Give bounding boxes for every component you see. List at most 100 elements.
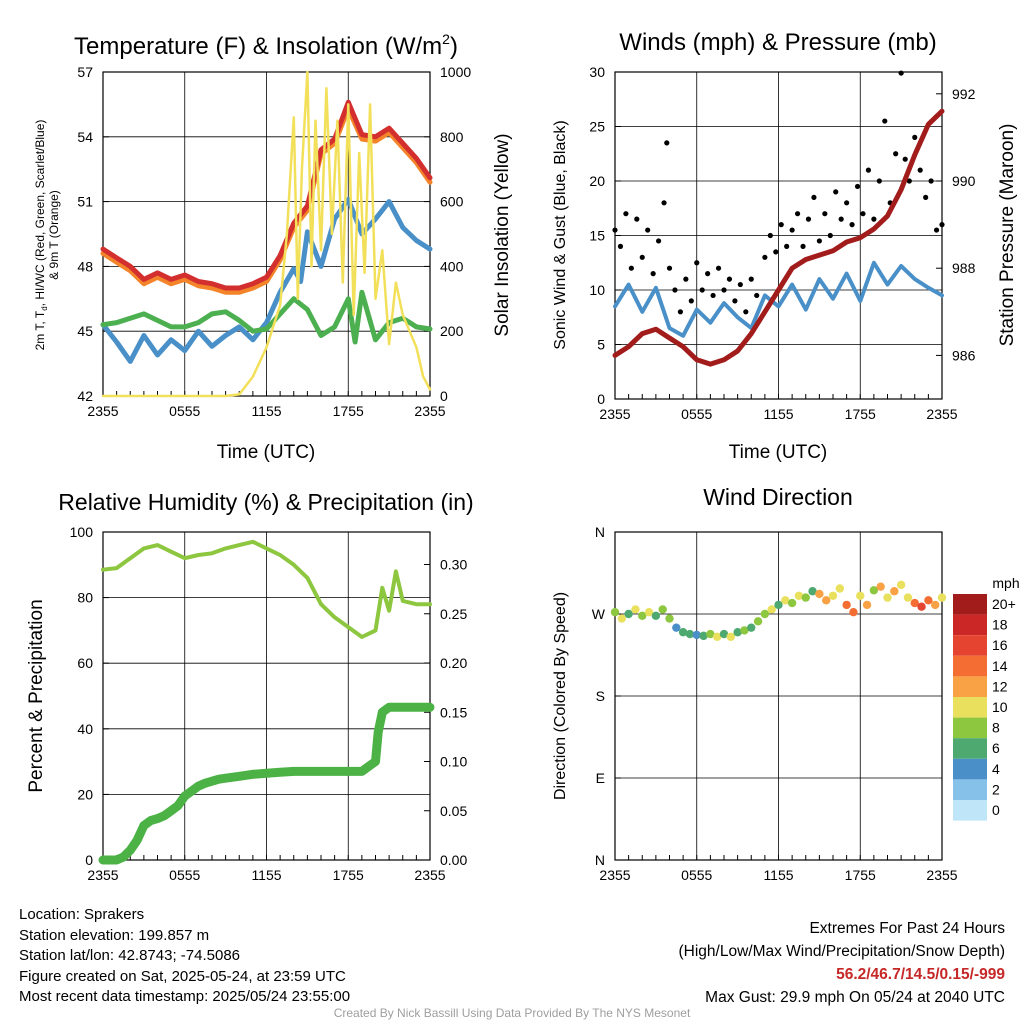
direction-point [624,609,633,619]
direction-point [672,623,681,632]
temp-y-axis-label: 2m T, Td, HI/WC (Red, Green, Scarlet/Blu… [33,120,49,351]
winds-y-tick-label: 30 [589,64,605,80]
direction-point [917,602,926,611]
temp-y2-tick-label: 600 [440,194,464,210]
extremes-values: 56.2/46.7/14.5/0.15/-999 [836,966,1005,983]
gust-point [800,243,806,249]
dir-y-axis-label: Direction (Colored By Speed) [552,592,569,800]
gust-point [617,243,624,249]
gust-point [854,183,861,190]
gust-point [677,309,684,315]
direction-point [665,614,674,623]
direction-point [617,614,627,623]
direction-point [849,607,858,617]
rh-y2-tick-label: 0.00 [440,852,467,868]
temp-y2-axis-label: Solar Insolation (Yellow) [492,133,513,336]
dir-x-tick-label: 0555 [681,867,712,883]
latlon-text: Station lat/lon: 42.8743; -74.5086 [19,947,241,964]
direction-point [815,589,824,599]
temp-title-close: ) [450,33,458,60]
direction-point [924,596,933,605]
temp-series-line-4 [101,70,432,398]
temp-x-axis-label: Time (UTC) [217,442,316,463]
temp-y-tick-label: 51 [77,194,93,210]
temp-x-tick-label: 1755 [333,403,364,419]
precip-series-line [98,702,435,865]
colorbar-swatch [953,738,987,759]
rh-y2-tick-label: 0.10 [440,754,467,770]
gust-point [822,211,828,217]
extremes-subtitle: (High/Low/Max Wind/Precipitation/Snow De… [678,943,1006,960]
dir-chart-title: Wind Direction [703,484,853,510]
gust-point [715,265,722,271]
gust-point [811,194,817,200]
direction-point [678,628,688,637]
colorbar-label: 4 [992,761,1000,777]
temp-y2-tick-label: 1000 [440,64,471,80]
temp-x-tick-label: 2355 [87,403,118,419]
direction-point [896,580,906,590]
colorbar-title: mph [992,575,1019,591]
gust-point [699,287,705,293]
gust-point [933,227,940,233]
gust-point [726,276,733,282]
temp-series-line-2 [100,106,433,295]
winds-y-tick-label: 15 [589,228,605,244]
colorbar-swatch [953,676,987,697]
winds-x-tick-label: 1755 [845,406,876,422]
location-text: Location: Sprakers [19,906,145,923]
rh-y-tick-label: 100 [70,524,94,540]
gust-point [666,265,673,271]
gust-point [882,118,888,124]
gust-point [743,309,749,315]
dir-x-tick-label: 2355 [926,867,957,883]
gust-point [683,276,689,282]
direction-point [930,600,940,610]
gust-point [923,194,929,200]
dir-x-tick-label: 1155 [763,867,793,883]
recent-data-text: Most recent data timestamp: 2025/05/24 2… [19,988,351,1005]
extremes-box: Extremes For Past 24 Hours (High/Low/Max… [679,917,1006,1009]
direction-point [631,605,640,614]
winds-x-tick-label: 2355 [599,406,630,422]
direction-point [794,591,804,600]
gust-point [645,227,651,233]
winds-x-tick-label: 0555 [681,406,712,422]
gust-point [688,298,694,304]
meteogram-figure: Temperature (F) & Insolation (W/m2) Time… [26,29,1020,883]
direction-point [910,598,919,608]
direction-point [760,609,770,619]
rh-x-tick-label: 0555 [169,867,200,883]
direction-point [890,587,899,596]
direction-point [903,593,913,602]
direction-point [801,593,810,602]
temp-y-axis-label-line2: & 9m T (Orange) [47,190,61,280]
temp-y-tick-label: 57 [77,64,93,80]
extremes-title: Extremes For Past 24 Hours [809,920,1005,937]
gust-point [912,134,918,140]
temp-y2-tick-label: 800 [440,129,464,145]
winds-y-axis-label: Sonic Wind & Gust (Blue, Black) [552,120,569,349]
colorbar-swatch [953,635,987,656]
winds-y-tick-label: 10 [589,282,605,298]
direction-point [644,607,654,617]
gust-point [705,271,711,277]
direction-point [610,607,620,617]
temp-series-line-1 [100,289,433,345]
direction-point [753,617,763,626]
gust-point [827,232,833,239]
direction-point [733,628,742,637]
temp-y-tick-label: 45 [77,323,93,339]
winds-x-tick-label: 2355 [926,406,957,422]
gust-point [860,211,866,217]
rh-x-tick-label: 2355 [87,867,118,883]
colorbar-swatch [953,614,987,636]
rh-chart-title: Relative Humidity (%) & Precipitation (i… [58,489,473,515]
humidity-panel: Relative Humidity (%) & Precipitation (i… [26,489,474,793]
direction-point [821,596,831,605]
station-info: Location: Sprakers Station elevation: 19… [19,905,350,1008]
colorbar-label: 0 [992,802,1000,818]
winds-y2-axis-label: Station Pressure (Maroon) [997,124,1018,347]
elevation-text: Station elevation: 199.857 m [19,926,210,944]
gust-point [639,254,645,260]
